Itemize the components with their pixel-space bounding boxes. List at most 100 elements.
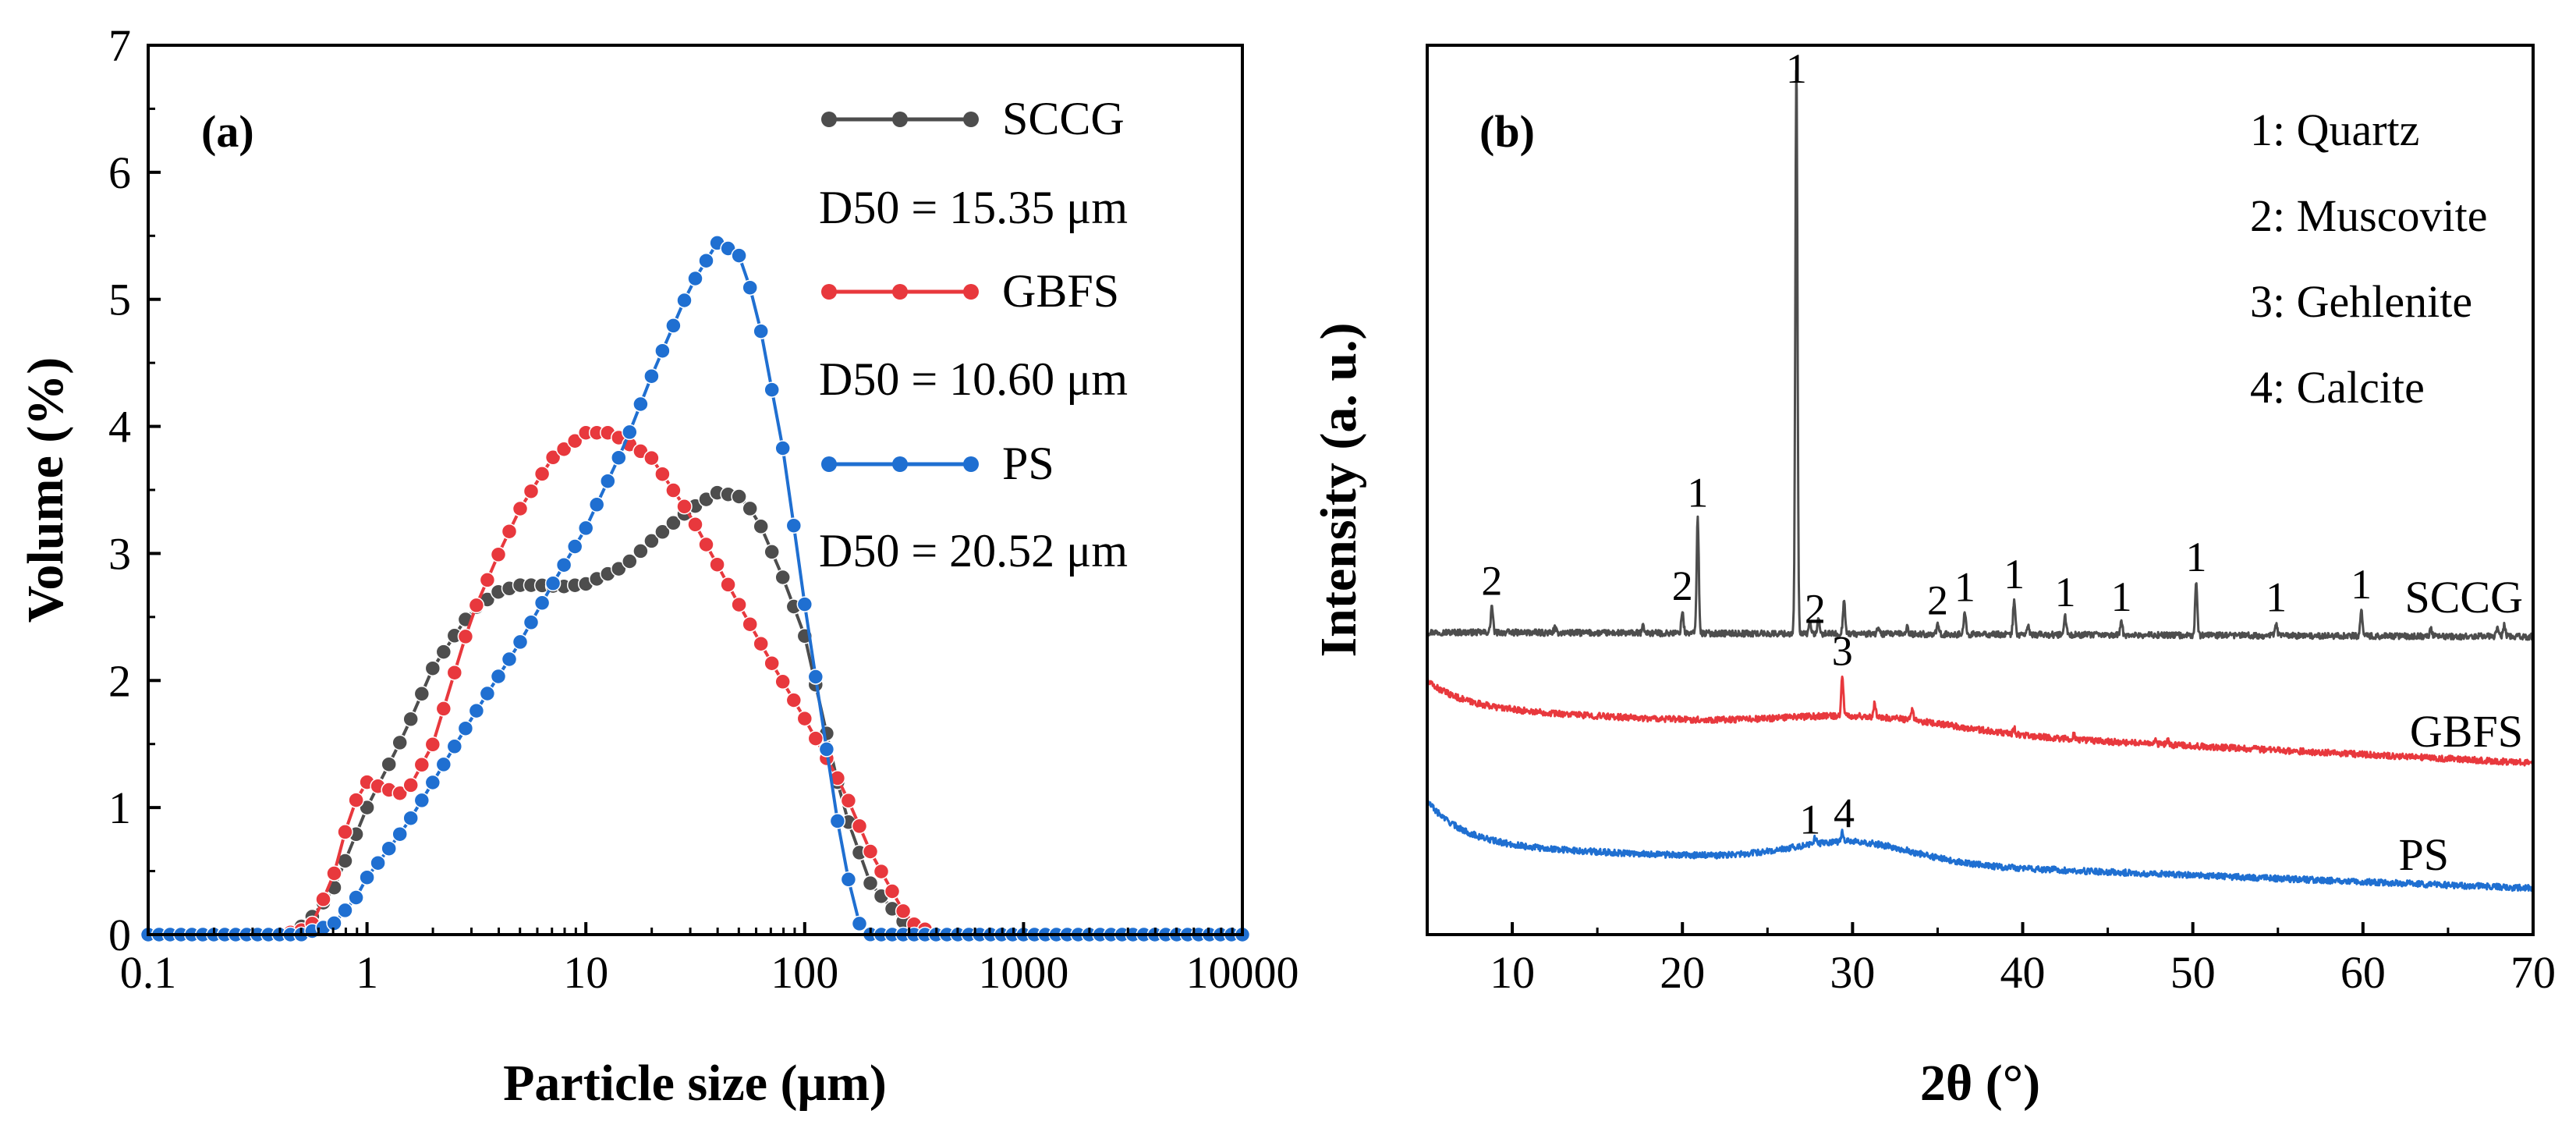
panel-b-x-tick-label: 70 bbox=[2510, 947, 2556, 998]
peak-label-sccg: 1 bbox=[2004, 551, 2025, 598]
panel-a: 0.1 1 10 100 1000 10000 0 1 2 3 4 5 6 7 (a) Particle … bbox=[17, 20, 1299, 1112]
data-point-sccg bbox=[654, 523, 671, 541]
legend-marker-gbfs bbox=[963, 284, 979, 300]
data-point-gbfs bbox=[676, 499, 693, 515]
data-point-gbfs bbox=[785, 692, 803, 708]
panel-b-x-tick-label: 30 bbox=[1830, 947, 1875, 998]
data-point-gbfs bbox=[555, 441, 572, 457]
data-point-sccg bbox=[665, 515, 682, 531]
data-point-sccg bbox=[622, 553, 638, 570]
peak-label-sccg: 1 bbox=[2111, 573, 2132, 620]
legend-marker-ps bbox=[821, 456, 837, 472]
data-point-ps bbox=[665, 318, 682, 334]
panel-a-x-axis-title: Particle size (μm) bbox=[503, 1055, 887, 1112]
data-point-gbfs bbox=[315, 891, 331, 908]
data-point-gbfs bbox=[665, 482, 682, 499]
panel-a-ticks: 0.1 1 10 100 1000 10000 0 1 2 3 4 5 6 7 bbox=[108, 20, 1299, 998]
data-point-gbfs bbox=[873, 863, 890, 880]
phase-legend-calcite: 4: Calcite bbox=[2250, 362, 2425, 413]
data-point-ps bbox=[413, 792, 431, 809]
data-point-ps bbox=[555, 556, 572, 573]
data-point-sccg bbox=[742, 500, 758, 517]
panel-b-x-tick-label: 60 bbox=[2340, 947, 2386, 998]
data-point-gbfs bbox=[413, 757, 431, 773]
panel-a-plot-frame bbox=[147, 44, 1244, 936]
data-point-sccg bbox=[381, 756, 397, 772]
series-gbfs bbox=[1426, 675, 2535, 767]
data-point-ps bbox=[698, 252, 714, 269]
xrd-pattern-sccg bbox=[1426, 69, 2535, 641]
data-point-sccg bbox=[413, 686, 431, 702]
data-point-ps bbox=[643, 367, 660, 385]
legend-marker-gbfs bbox=[892, 284, 908, 300]
data-point-gbfs bbox=[862, 843, 879, 860]
data-point-ps bbox=[370, 854, 386, 871]
data-point-gbfs bbox=[402, 777, 419, 793]
peak-label-sccg: 1 bbox=[2055, 569, 2076, 616]
data-point-gbfs bbox=[479, 572, 496, 588]
panel-b-phase-legend: 1: Quartz 2: Muscovite 3: Gehlenite 4: C… bbox=[2250, 105, 2487, 413]
panel-a-y-axis-title: Volume (%) bbox=[17, 357, 74, 623]
data-point-ps bbox=[457, 720, 474, 736]
data-point-ps bbox=[753, 323, 769, 339]
legend-entry-ps: PS bbox=[821, 438, 1054, 489]
data-point-ps bbox=[774, 440, 791, 456]
panel-a-x-tick-label: 1 bbox=[356, 947, 378, 998]
data-point-gbfs bbox=[446, 664, 463, 681]
phase-legend-quartz: 1: Quartz bbox=[2250, 105, 2419, 155]
data-point-sccg bbox=[774, 569, 791, 586]
data-point-gbfs bbox=[468, 597, 485, 614]
data-point-sccg bbox=[862, 875, 879, 892]
panel-b-y-axis-title: Intensity (a. u.) bbox=[1310, 322, 1367, 657]
panel-a-y-tick-label: 7 bbox=[108, 20, 131, 71]
data-point-ps bbox=[796, 596, 813, 612]
data-point-gbfs bbox=[424, 736, 441, 753]
data-point-ps bbox=[490, 668, 507, 685]
data-point-sccg bbox=[764, 544, 780, 560]
panel-b-series-layer bbox=[1426, 69, 2535, 892]
data-point-gbfs bbox=[753, 635, 769, 652]
data-point-ps bbox=[829, 813, 846, 829]
data-point-ps bbox=[566, 538, 583, 555]
legend-note-ps-d50: D50 = 20.52 μm bbox=[819, 525, 1128, 577]
data-point-ps bbox=[687, 270, 703, 287]
data-point-ps bbox=[600, 473, 616, 489]
data-point-gbfs bbox=[895, 903, 912, 920]
data-point-sccg bbox=[632, 543, 649, 559]
data-point-ps bbox=[392, 825, 408, 843]
data-point-ps bbox=[468, 702, 485, 719]
legend-marker-sccg bbox=[892, 112, 908, 127]
series-ps bbox=[1426, 799, 2535, 892]
data-point-sccg bbox=[392, 734, 408, 751]
data-point-gbfs bbox=[501, 523, 518, 540]
data-point-sccg bbox=[753, 518, 769, 535]
legend-entry-gbfs: GBFS bbox=[821, 265, 1119, 317]
data-point-gbfs bbox=[807, 730, 824, 747]
data-point-ps bbox=[544, 575, 562, 592]
data-point-sccg bbox=[611, 560, 627, 577]
panel-b-plot-frame bbox=[1426, 44, 2535, 936]
panel-b-x-tick-label: 50 bbox=[2170, 947, 2216, 998]
panel-b-x-tick-label: 10 bbox=[1490, 947, 1535, 998]
xrd-pattern-gbfs bbox=[1426, 675, 2535, 767]
legend-marker-ps bbox=[963, 456, 979, 472]
data-point-gbfs bbox=[348, 792, 364, 808]
data-point-gbfs bbox=[566, 432, 583, 449]
data-point-gbfs bbox=[490, 546, 507, 563]
panel-a-series-layer bbox=[140, 235, 1251, 943]
data-point-sccg bbox=[424, 660, 441, 676]
data-point-ps bbox=[840, 871, 857, 888]
data-point-gbfs bbox=[523, 483, 540, 499]
panel-a-x-tick-label: 10000 bbox=[1186, 947, 1299, 998]
data-point-ps bbox=[785, 517, 803, 534]
series-sccg bbox=[1426, 69, 2535, 641]
data-point-gbfs bbox=[884, 883, 901, 899]
data-point-gbfs bbox=[764, 655, 780, 672]
peak-label-sccg: 1 bbox=[2266, 574, 2287, 621]
peak-label-sccg: 1 bbox=[2351, 561, 2372, 608]
panel-a-y-tick-label: 6 bbox=[108, 147, 131, 198]
data-point-ps bbox=[512, 633, 529, 651]
panel-b-x-tick-label: 40 bbox=[2000, 947, 2046, 998]
